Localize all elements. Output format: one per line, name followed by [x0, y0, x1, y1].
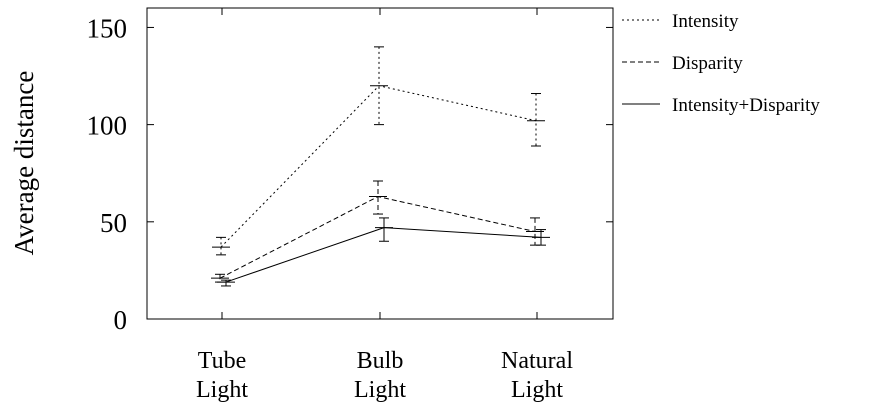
x-tick-label: Tube Light [196, 348, 248, 403]
x-tick-label-line: Light [354, 377, 406, 403]
x-axis: Tube Light Bulb Light Natural Light [196, 8, 573, 403]
y-tick-label: 150 [87, 13, 128, 43]
legend-label: Intensity [672, 11, 739, 32]
x-tick-label-line: Light [196, 377, 248, 403]
y-axis: 0 50 100 150 [87, 13, 613, 335]
series-layer [211, 46, 550, 287]
series-intensity [212, 46, 545, 256]
y-axis-label: Average distance [9, 71, 39, 256]
legend: Intensity Disparity Intensity+Disparity [622, 11, 820, 116]
x-tick-label-line: Natural [501, 348, 573, 374]
x-tick-label: Bulb Light [354, 348, 406, 403]
x-tick-label-line: Tube [198, 348, 246, 374]
x-tick-label-line: Bulb [357, 348, 404, 374]
x-tick-label: Natural Light [501, 348, 573, 403]
y-tick-label: 50 [100, 208, 127, 238]
y-tick-label: 0 [114, 305, 128, 335]
x-tick-label-line: Light [511, 377, 563, 403]
series-line [220, 85, 537, 248]
plot-frame [146, 7, 614, 320]
series-disparity [211, 180, 544, 283]
legend-label: Disparity [672, 53, 743, 74]
plot-area [146, 7, 614, 320]
y-tick-label: 100 [87, 111, 128, 141]
series-intensity-disparity [217, 217, 550, 287]
legend-label: Intensity+Disparity [672, 95, 820, 116]
